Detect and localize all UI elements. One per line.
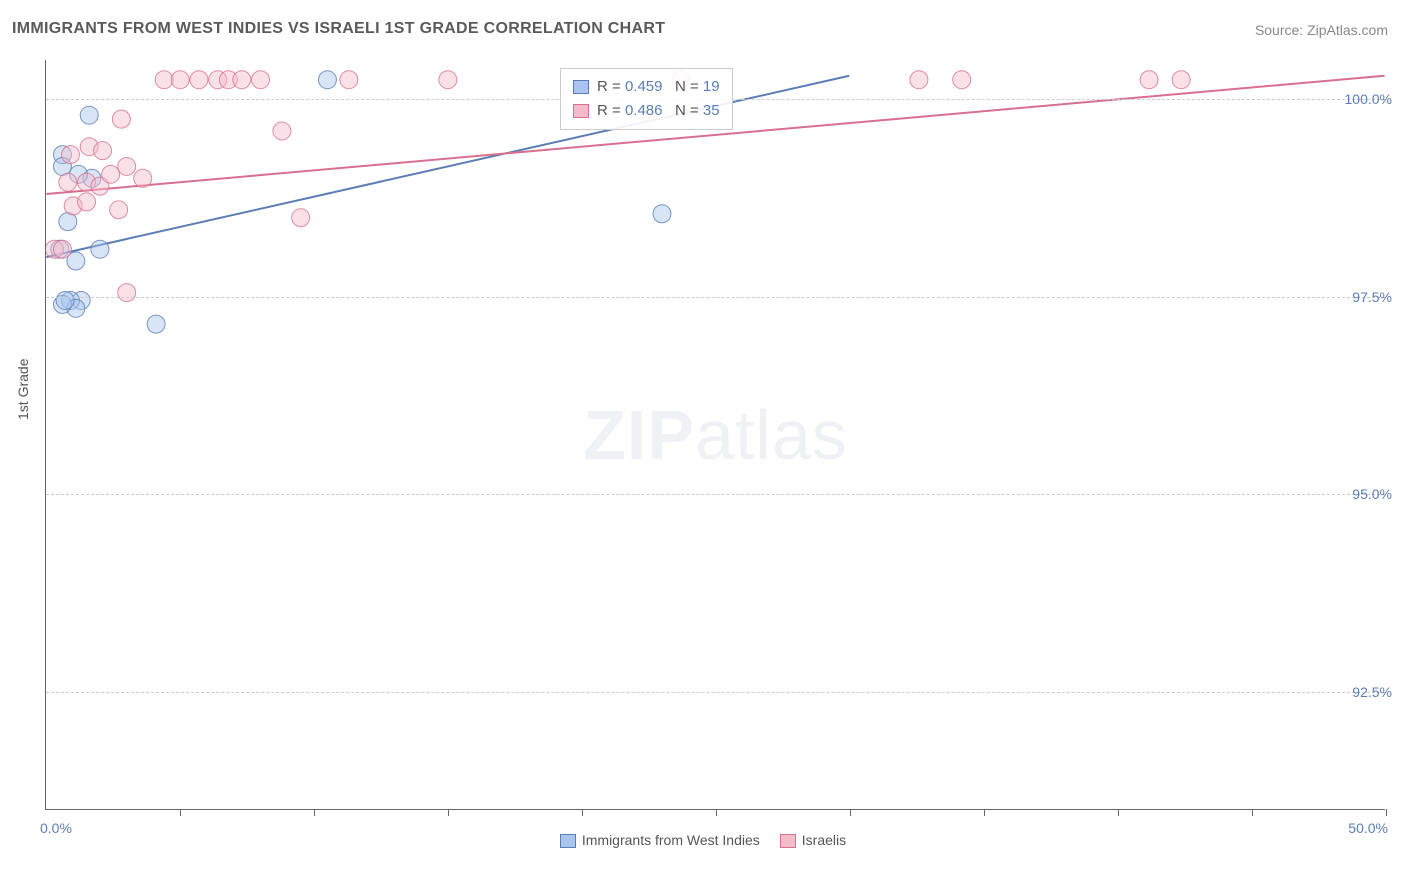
- data-point: [340, 71, 358, 89]
- gridline: [46, 494, 1385, 495]
- x-tick: [1118, 809, 1119, 816]
- data-point: [1140, 71, 1158, 89]
- legend-label: Israelis: [802, 832, 846, 848]
- data-point: [59, 173, 77, 191]
- stat-legend-box: R = 0.459 N = 19R = 0.486 N = 35: [560, 68, 733, 130]
- source-label: Source:: [1255, 22, 1307, 38]
- stat-r-label: R =: [597, 102, 625, 119]
- y-tick-label: 100.0%: [1345, 91, 1392, 107]
- data-point: [439, 71, 457, 89]
- legend-item: Israelis: [780, 832, 846, 848]
- data-point: [91, 240, 109, 258]
- data-point: [134, 169, 152, 187]
- gridline: [46, 692, 1385, 693]
- x-tick: [716, 809, 717, 816]
- data-point: [318, 71, 336, 89]
- y-tick-label: 97.5%: [1352, 289, 1392, 305]
- data-point: [102, 165, 120, 183]
- source-credit: Source: ZipAtlas.com: [1255, 22, 1388, 38]
- x-tick: [1386, 809, 1387, 816]
- bottom-legend: Immigrants from West Indies Israelis: [0, 832, 1406, 848]
- data-point: [112, 110, 130, 128]
- x-tick: [582, 809, 583, 816]
- x-tick: [180, 809, 181, 816]
- data-point: [110, 201, 128, 219]
- y-tick-label: 92.5%: [1352, 684, 1392, 700]
- legend-swatch: [780, 834, 796, 848]
- data-point: [910, 71, 928, 89]
- data-point: [94, 142, 112, 160]
- data-point: [273, 122, 291, 140]
- data-point: [1172, 71, 1190, 89]
- x-tick: [448, 809, 449, 816]
- x-tick: [984, 809, 985, 816]
- stat-r-value: 0.459: [625, 78, 663, 95]
- legend-item: Immigrants from West Indies: [560, 832, 760, 848]
- legend-swatch: [573, 104, 589, 118]
- legend-label: Immigrants from West Indies: [582, 832, 760, 848]
- data-point: [190, 71, 208, 89]
- data-point: [292, 209, 310, 227]
- data-point: [118, 284, 136, 302]
- data-point: [56, 291, 74, 309]
- legend-swatch: [573, 80, 589, 94]
- chart-title: IMMIGRANTS FROM WEST INDIES VS ISRAELI 1…: [12, 20, 665, 38]
- data-point: [653, 205, 671, 223]
- x-tick: [314, 809, 315, 816]
- x-tick: [850, 809, 851, 816]
- data-point: [53, 240, 71, 258]
- stat-row: R = 0.486 N = 35: [573, 99, 720, 123]
- y-axis-label: 1st Grade: [15, 359, 31, 420]
- data-point: [147, 315, 165, 333]
- data-point: [118, 157, 136, 175]
- data-point: [953, 71, 971, 89]
- gridline: [46, 297, 1385, 298]
- data-point: [155, 71, 173, 89]
- data-point: [59, 213, 77, 231]
- x-tick: [1252, 809, 1253, 816]
- stat-n-label: N =: [662, 102, 702, 119]
- data-point: [171, 71, 189, 89]
- data-point: [233, 71, 251, 89]
- scatter-svg: [46, 60, 1385, 809]
- stat-n-value: 35: [703, 102, 720, 119]
- plot-area: ZIPatlas: [45, 60, 1385, 810]
- stat-n-value: 19: [703, 78, 720, 95]
- stat-r-label: R =: [597, 78, 625, 95]
- legend-swatch: [560, 834, 576, 848]
- data-point: [61, 146, 79, 164]
- stat-row: R = 0.459 N = 19: [573, 75, 720, 99]
- stat-n-label: N =: [662, 78, 702, 95]
- source-link[interactable]: ZipAtlas.com: [1307, 22, 1388, 38]
- y-tick-label: 95.0%: [1352, 486, 1392, 502]
- stat-r-value: 0.486: [625, 102, 663, 119]
- data-point: [252, 71, 270, 89]
- data-point: [78, 193, 96, 211]
- data-point: [80, 106, 98, 124]
